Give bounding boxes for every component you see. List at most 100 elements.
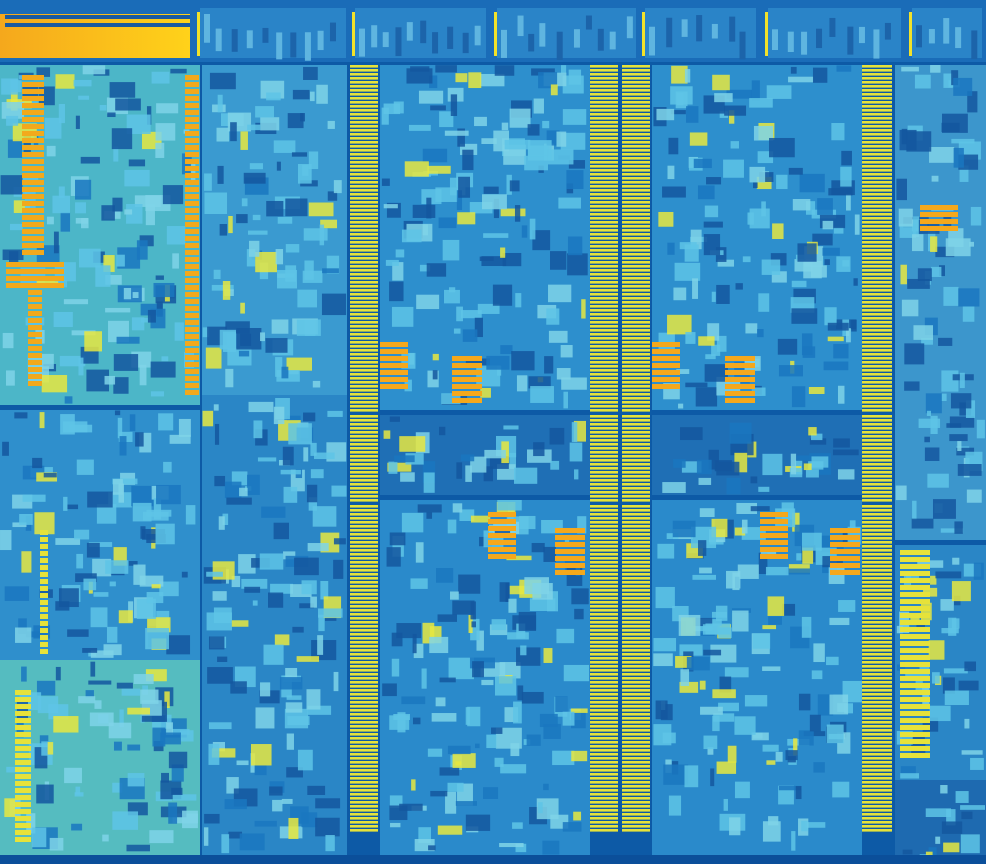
cell <box>929 146 955 163</box>
cell <box>751 387 766 396</box>
cell <box>429 626 442 644</box>
cell <box>716 284 730 304</box>
cell <box>655 700 668 720</box>
cell <box>791 831 796 851</box>
accent <box>185 313 199 318</box>
cell <box>931 266 942 277</box>
cell <box>171 787 183 795</box>
cache-line <box>590 89 618 92</box>
cache-line <box>862 297 892 300</box>
cache-line <box>590 145 618 148</box>
accent <box>488 519 516 524</box>
cache-line <box>862 565 892 568</box>
cell <box>562 75 584 94</box>
cell <box>412 633 417 654</box>
cache-line <box>622 459 650 462</box>
cache-line <box>622 813 650 816</box>
cell <box>741 527 766 540</box>
cell <box>0 530 12 551</box>
cell <box>663 764 689 785</box>
accent <box>40 600 48 605</box>
cell <box>914 74 931 89</box>
cache-line <box>590 297 618 300</box>
accent <box>900 648 930 653</box>
cell <box>951 581 971 602</box>
cache-line <box>862 605 892 608</box>
cell <box>386 547 401 567</box>
cell <box>826 656 839 666</box>
top-detail <box>246 30 253 49</box>
cell <box>236 760 249 766</box>
accent <box>652 377 680 382</box>
cell <box>140 317 155 323</box>
cache-line <box>862 213 892 216</box>
cell <box>84 331 103 352</box>
cell <box>679 681 699 693</box>
cell <box>510 743 520 757</box>
cell <box>509 585 530 595</box>
cache-line <box>350 637 378 640</box>
cache-line <box>350 257 378 260</box>
cell <box>31 827 47 848</box>
cache-line <box>350 721 378 724</box>
cell <box>222 281 231 300</box>
cell <box>436 568 454 583</box>
cache-line <box>350 757 378 760</box>
cell <box>455 73 468 83</box>
accent <box>15 830 31 835</box>
accent <box>22 229 44 234</box>
top-detail <box>884 22 891 40</box>
cell <box>67 504 79 510</box>
cell <box>310 596 317 608</box>
cell <box>517 685 524 701</box>
accent <box>380 384 408 389</box>
cell <box>713 713 735 722</box>
cache-line <box>862 641 892 644</box>
cell <box>158 413 174 431</box>
cell <box>564 535 570 547</box>
cache-line <box>350 697 378 700</box>
cache-line <box>350 633 378 636</box>
cell <box>304 260 314 280</box>
cache-line <box>590 189 618 192</box>
cache-line <box>862 345 892 348</box>
cache-line <box>862 475 892 478</box>
cell <box>275 249 284 265</box>
cell <box>204 173 212 191</box>
cache-line <box>350 329 378 332</box>
cell <box>429 636 449 654</box>
cell <box>468 615 473 634</box>
cache-line <box>622 491 650 494</box>
cell <box>476 365 501 387</box>
cell <box>161 356 169 362</box>
cell <box>571 708 588 713</box>
cache-line <box>862 741 892 744</box>
cell <box>203 827 209 846</box>
cache-line <box>862 773 892 776</box>
cell <box>742 256 751 263</box>
cell <box>959 165 969 182</box>
accent <box>15 753 31 758</box>
cell <box>204 813 220 824</box>
cell <box>811 670 823 680</box>
cell <box>151 584 161 589</box>
cache-line <box>590 633 618 636</box>
cache-line <box>590 499 618 502</box>
cell <box>297 749 313 771</box>
cache-line <box>590 165 618 168</box>
cache-line <box>350 145 378 148</box>
cache-line <box>622 257 650 260</box>
cache-line <box>590 435 618 438</box>
cell <box>292 89 310 100</box>
cache-line <box>622 443 650 446</box>
cache-line <box>622 173 650 176</box>
cell <box>280 469 301 475</box>
cache-line <box>590 301 618 304</box>
cache-line <box>590 653 618 656</box>
cell <box>247 124 261 131</box>
cell <box>317 635 324 655</box>
cache-line <box>862 479 892 482</box>
top-detail <box>681 19 688 37</box>
cell <box>831 122 845 141</box>
cell <box>960 834 980 854</box>
